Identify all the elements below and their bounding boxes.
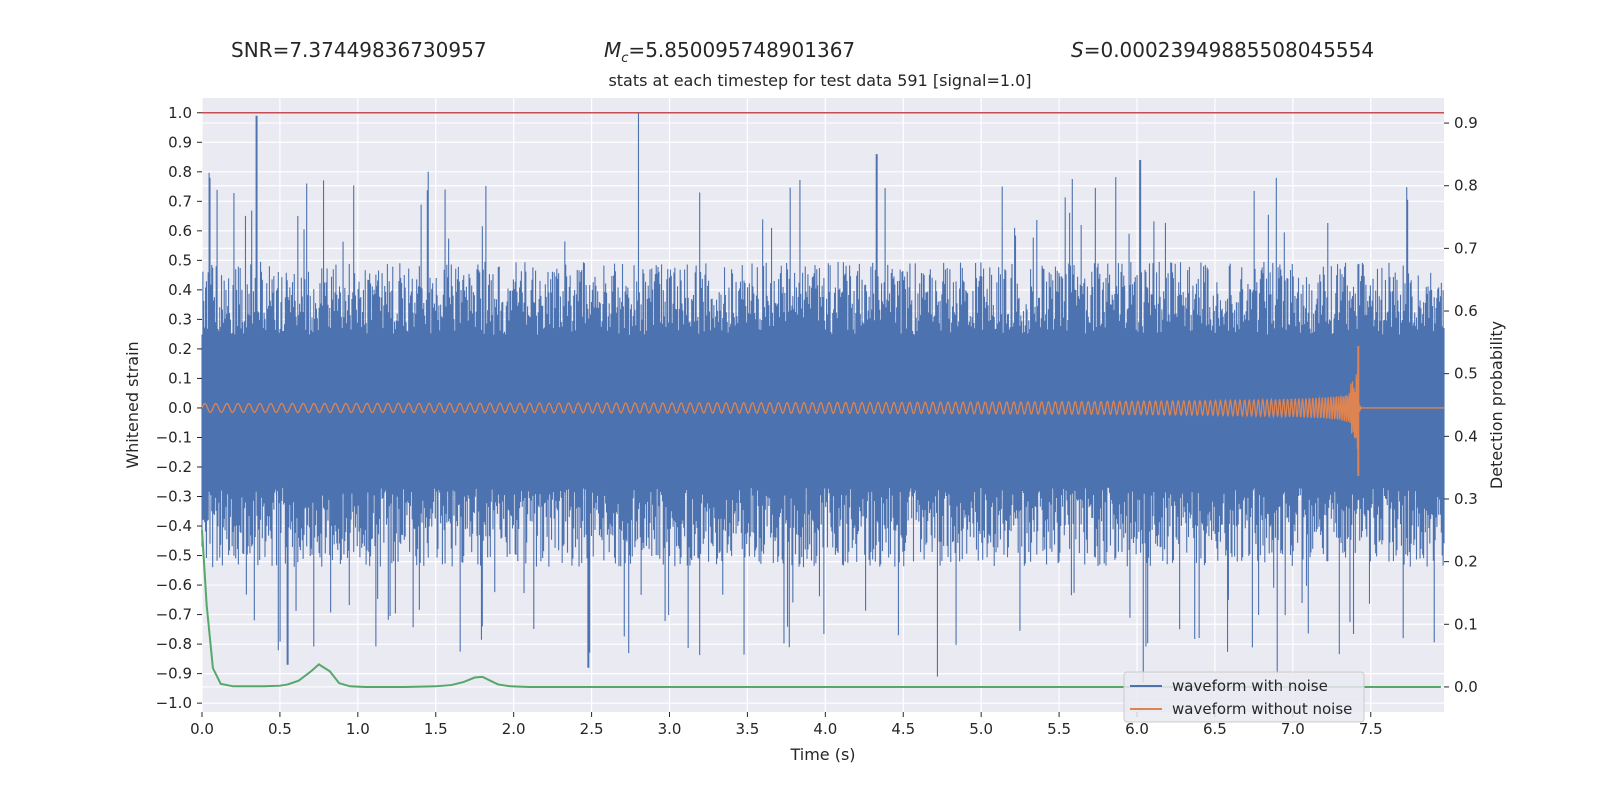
right-tick-label: 0.3 [1454, 490, 1478, 508]
y-tick-label: 0.7 [168, 192, 192, 210]
legend-label: waveform without noise [1172, 700, 1352, 718]
right-tick-label: 0.7 [1454, 239, 1478, 257]
right-tick-label: 0.2 [1454, 553, 1478, 571]
y-tick-label: 1.0 [168, 104, 192, 122]
legend-label: waveform with noise [1172, 677, 1328, 695]
y-tick-label: 0.4 [168, 281, 192, 299]
y-tick-label: −0.4 [156, 517, 192, 535]
x-tick-label: 6.0 [1125, 720, 1149, 738]
s-value: 0.00023949885508045554 [1100, 38, 1375, 62]
y-tick-label: 0.1 [168, 369, 192, 387]
right-tick-label: 0.5 [1454, 365, 1478, 383]
series-detection-probability [201, 530, 1441, 688]
y-tick-label: 0.5 [168, 251, 192, 269]
x-tick-label: 0.0 [190, 720, 214, 738]
y-tick-label: 0.6 [168, 222, 192, 240]
y-tick-label: 0.3 [168, 310, 192, 328]
y-tick-label: −0.5 [156, 547, 192, 565]
y-tick-label: −0.6 [156, 576, 192, 594]
x-tick-label: 4.0 [813, 720, 837, 738]
probability-trace [201, 530, 1441, 688]
clean-trace [201, 366, 1444, 449]
snr-stat: SNR=7.37449836730957 [231, 38, 487, 62]
legend-box [1123, 671, 1365, 723]
x-tick-label: 1.5 [424, 720, 448, 738]
right-tick-label: 0.1 [1454, 615, 1478, 633]
y-tick-label: 0.9 [168, 133, 192, 151]
y-tick-label: −0.1 [156, 428, 192, 446]
s-stat: S=0.00023949885508045554 [1071, 38, 1375, 62]
y-tick-label: 0.8 [168, 163, 192, 181]
y-tick-label: −0.8 [156, 635, 192, 653]
right-axis-label: Detection probability [1487, 321, 1506, 489]
chirp-mass-stat: Mc=5.850095748901367 [604, 38, 856, 66]
chirp-mass-symbol: M [604, 38, 622, 62]
snr-label: SNR [231, 38, 273, 62]
x-axis-label: Time (s) [789, 745, 855, 764]
x-tick-label: 3.0 [658, 720, 682, 738]
y-tick-label: 0.2 [168, 340, 192, 358]
x-tick-label: 0.5 [268, 720, 292, 738]
y-axis-ticks: 1.0 0.9 0.8 0.7 0.6 0.5 0.4 0.3 0.2 0.1 0.0 −0.1 −0.… [156, 104, 202, 712]
y-tick-label: −0.9 [156, 665, 192, 683]
x-tick-label: 3.5 [735, 720, 759, 738]
x-tick-label: 2.5 [580, 720, 604, 738]
snr-value: 7.37449836730957 [289, 38, 487, 62]
right-axis-ticks: 0.9 0.8 0.7 0.6 0.5 0.4 0.3 0.2 0.1 0.0 [1444, 114, 1478, 696]
series-waveform-without-noise [201, 345, 1444, 476]
right-tick-label: 0.8 [1454, 177, 1478, 195]
right-tick-label: 0.6 [1454, 302, 1478, 320]
x-tick-label: 2.0 [502, 720, 526, 738]
chirp-mass-value: 5.850095748901367 [645, 38, 856, 62]
x-tick-label: 1.0 [346, 720, 370, 738]
y-tick-label: −0.3 [156, 488, 192, 506]
x-tick-label: 7.5 [1359, 720, 1383, 738]
y-tick-label: −1.0 [156, 694, 192, 712]
x-tick-label: 4.5 [891, 720, 915, 738]
y-tick-label: −0.7 [156, 606, 192, 624]
right-tick-label: 0.4 [1454, 427, 1478, 445]
right-tick-label: 0.0 [1454, 678, 1478, 696]
x-tick-label: 7.0 [1281, 720, 1305, 738]
x-tick-label: 5.0 [969, 720, 993, 738]
s-symbol: S [1071, 38, 1084, 62]
x-tick-label: 5.5 [1047, 720, 1071, 738]
x-tick-label: 6.5 [1203, 720, 1227, 738]
chirp-mass-subscript: c [621, 51, 629, 66]
chart-title: stats at each timestep for test data 591… [608, 71, 1032, 90]
x-axis-ticks: 0.0 0.5 1.0 1.5 2.0 2.5 3.0 3.5 4.0 4.5 5.0 5.5 6.0 6… [190, 712, 1383, 738]
legend: waveform with noise waveform without nois… [1123, 671, 1365, 723]
y-tick-label: 0.0 [168, 399, 192, 417]
y-axis-label: Whitened strain [123, 341, 142, 468]
right-tick-label: 0.9 [1454, 114, 1478, 132]
y-tick-label: −0.2 [156, 458, 192, 476]
